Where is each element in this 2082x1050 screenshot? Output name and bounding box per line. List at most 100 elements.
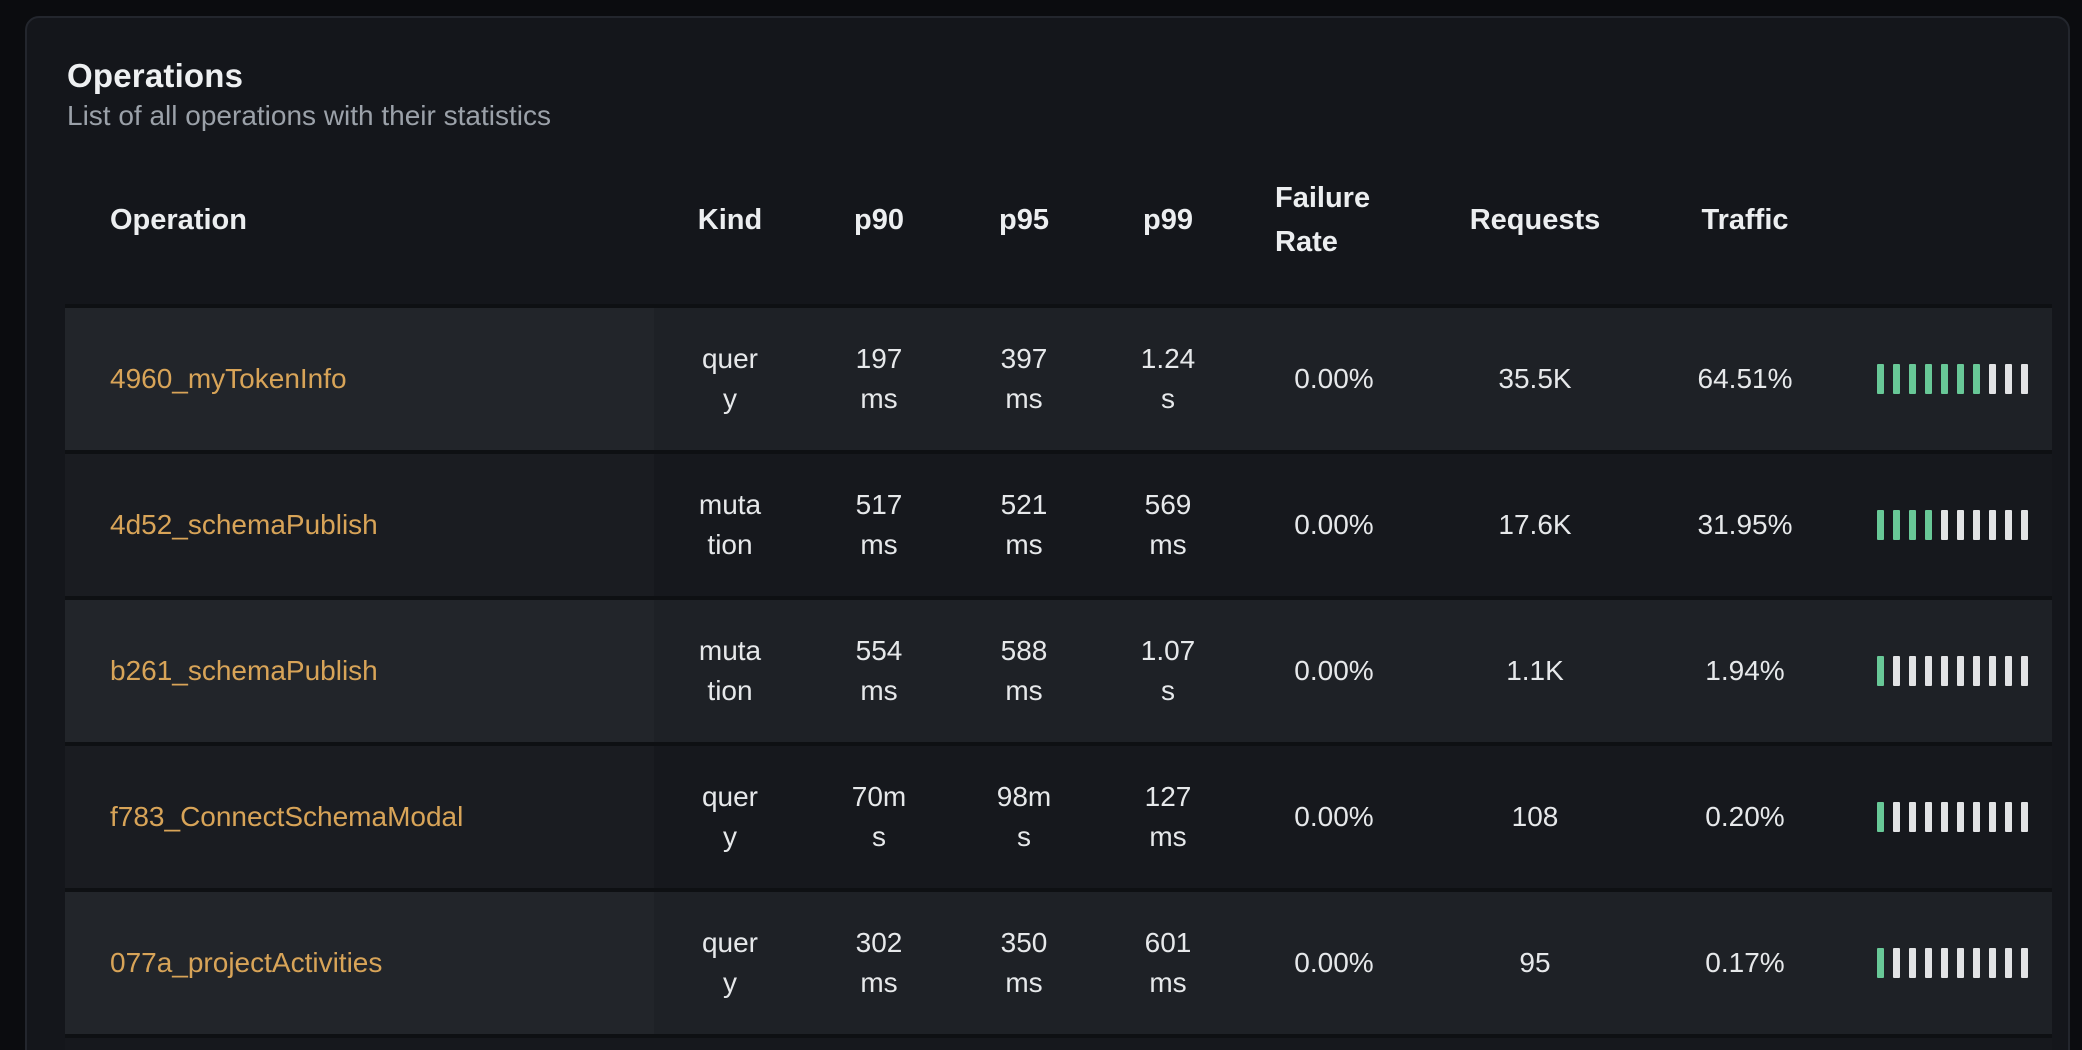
p99-cell: 569 ms xyxy=(1144,489,1192,560)
traffic-bar-segment-filled xyxy=(1909,364,1916,394)
column-header-failure-rate: Failure Rate xyxy=(1275,182,1371,258)
p90-cell: 517 ms xyxy=(855,489,903,560)
traffic-bar-segment-empty xyxy=(2021,364,2028,394)
traffic-bar-segment-empty xyxy=(1957,802,1964,832)
traffic-bar-segment-empty xyxy=(1941,656,1948,686)
table-header-row: Operation Kind p90 p95 p99 Failure Rate … xyxy=(65,136,2052,304)
p95-cell: 397 ms xyxy=(1000,343,1048,414)
traffic-bar-segment-empty xyxy=(2021,656,2028,686)
traffic-bar-segment-empty xyxy=(2005,364,2012,394)
traffic-cell: 31.95% xyxy=(1697,509,1793,540)
requests-cell: 35.5K xyxy=(1498,363,1572,394)
traffic-bar-segment-empty xyxy=(1925,656,1932,686)
p95-cell: 98ms xyxy=(996,781,1052,852)
traffic-bar-segment-empty xyxy=(1973,656,1980,686)
traffic-bar-segment-empty xyxy=(1909,802,1916,832)
traffic-bar-segment-empty xyxy=(1989,510,1996,540)
traffic-bar-segment-filled xyxy=(1973,364,1980,394)
traffic-bar-segment-filled xyxy=(1877,364,1884,394)
traffic-bar-segment-empty xyxy=(1909,656,1916,686)
traffic-cell: 0.17% xyxy=(1705,947,1785,978)
traffic-bar-segment-filled xyxy=(1925,510,1932,540)
traffic-bar-segment-empty xyxy=(2005,948,2012,978)
traffic-bar-segment-filled xyxy=(1925,364,1932,394)
p99-cell: 1.07 s xyxy=(1140,635,1196,706)
traffic-bar-segment-filled xyxy=(1893,364,1900,394)
operations-table: Operation Kind p90 p95 p99 Failure Rate … xyxy=(65,136,2052,1050)
kind-cell: query xyxy=(701,343,759,414)
requests-cell: 95 xyxy=(1519,947,1551,978)
p95-cell: 521 ms xyxy=(1000,489,1048,560)
traffic-bar-segment-empty xyxy=(1941,948,1948,978)
kind-cell: query xyxy=(701,927,759,998)
kind-cell: mutation xyxy=(698,489,762,560)
traffic-bar-segment-filled xyxy=(1877,656,1884,686)
operations-card: Operations List of all operations with t… xyxy=(25,16,2070,1050)
traffic-cell: 1.94% xyxy=(1705,655,1785,686)
column-header-traffic: Traffic xyxy=(1701,204,1789,236)
card-subtitle: List of all operations with their statis… xyxy=(67,100,551,131)
traffic-bar-segment-empty xyxy=(1989,948,1996,978)
requests-cell: 1.1K xyxy=(1506,655,1564,686)
traffic-cell: 64.51% xyxy=(1697,363,1793,394)
failure-rate-cell: 0.00% xyxy=(1294,363,1374,394)
table-row: f783_ConnectSchemaModal query 70ms 98ms … xyxy=(65,742,2052,888)
traffic-bar xyxy=(1877,802,2028,832)
failure-rate-cell: 0.00% xyxy=(1294,947,1374,978)
traffic-bar-segment-empty xyxy=(2021,802,2028,832)
p95-cell: 350 ms xyxy=(1000,927,1048,998)
traffic-bar-segment-empty xyxy=(1989,802,1996,832)
operation-link[interactable]: b261_schemaPublish xyxy=(110,655,378,686)
p90-cell: 554 ms xyxy=(855,635,903,706)
traffic-bar-segment-empty xyxy=(1925,948,1932,978)
traffic-bar-segment-filled xyxy=(1877,948,1884,978)
operation-link[interactable]: 4960_myTokenInfo xyxy=(110,363,347,394)
requests-cell: 108 xyxy=(1511,801,1559,832)
column-header-requests: Requests xyxy=(1469,204,1601,236)
table-row: 4960_myTokenInfo query 197 ms 397 ms 1.2… xyxy=(65,304,2052,450)
traffic-bar-segment-empty xyxy=(1957,510,1964,540)
operation-link[interactable]: f783_ConnectSchemaModal xyxy=(110,801,464,832)
column-header-operation: Operation xyxy=(110,204,247,236)
traffic-bar-segment-empty xyxy=(1989,364,1996,394)
traffic-bar-segment-filled xyxy=(1877,802,1884,832)
p90-cell: 70ms xyxy=(851,781,907,852)
column-header-p95: p95 xyxy=(999,204,1049,236)
traffic-bar-segment-empty xyxy=(1973,948,1980,978)
traffic-bar xyxy=(1877,510,2028,540)
traffic-bar-segment-filled xyxy=(1893,510,1900,540)
p99-cell: 127 ms xyxy=(1144,781,1192,852)
p99-cell: 601 ms xyxy=(1144,927,1192,998)
traffic-bar-segment-filled xyxy=(1909,510,1916,540)
failure-rate-cell: 0.00% xyxy=(1294,509,1374,540)
p95-cell: 588 ms xyxy=(1000,635,1048,706)
operation-link[interactable]: 4d52_schemaPublish xyxy=(110,509,378,540)
column-header-kind: Kind xyxy=(697,204,763,236)
card-title: Operations xyxy=(67,57,244,94)
traffic-bar-segment-empty xyxy=(1893,656,1900,686)
column-header-p90: p90 xyxy=(854,204,904,236)
traffic-bar-segment-empty xyxy=(1893,802,1900,832)
traffic-bar-segment-filled xyxy=(1877,510,1884,540)
traffic-bar-segment-empty xyxy=(1909,948,1916,978)
traffic-bar-segment-empty xyxy=(2005,510,2012,540)
table-row: b261_schemaPublish mutation 554 ms 588 m… xyxy=(65,596,2052,742)
table-body: 4960_myTokenInfo query 197 ms 397 ms 1.2… xyxy=(65,304,2052,1050)
failure-rate-cell: 0.00% xyxy=(1294,655,1374,686)
table-row-partial xyxy=(65,1034,2052,1050)
traffic-bar-segment-empty xyxy=(2021,510,2028,540)
p90-cell: 197 ms xyxy=(855,343,903,414)
p90-cell: 302 ms xyxy=(855,927,903,998)
column-header-p99: p99 xyxy=(1143,204,1193,236)
traffic-bar-segment-empty xyxy=(1941,802,1948,832)
traffic-bar xyxy=(1877,948,2028,978)
traffic-bar-segment-empty xyxy=(2005,802,2012,832)
traffic-bar xyxy=(1877,364,2028,394)
table-row: 077a_projectActivities query 302 ms 350 … xyxy=(65,888,2052,1034)
traffic-bar-segment-empty xyxy=(1957,948,1964,978)
p99-cell: 1.24 s xyxy=(1140,343,1196,414)
operation-link[interactable]: 077a_projectActivities xyxy=(110,947,383,978)
traffic-bar-segment-empty xyxy=(1957,656,1964,686)
traffic-bar-segment-filled xyxy=(1941,364,1948,394)
